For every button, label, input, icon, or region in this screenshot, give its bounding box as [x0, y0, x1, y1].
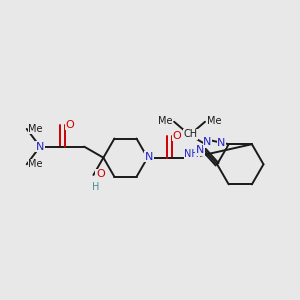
- Text: N: N: [203, 137, 212, 148]
- Text: Me: Me: [28, 124, 43, 134]
- Text: N: N: [36, 142, 44, 152]
- Text: CH: CH: [183, 129, 198, 139]
- Text: Me: Me: [28, 159, 43, 169]
- Text: O: O: [173, 130, 182, 141]
- Text: Me: Me: [207, 116, 221, 126]
- Text: N: N: [196, 145, 204, 155]
- Text: O: O: [96, 169, 105, 179]
- Text: N: N: [145, 152, 153, 162]
- Text: H: H: [92, 182, 99, 192]
- Text: NH: NH: [184, 149, 199, 159]
- Text: Me: Me: [158, 116, 172, 126]
- Text: O: O: [66, 119, 74, 130]
- Text: N: N: [217, 138, 226, 148]
